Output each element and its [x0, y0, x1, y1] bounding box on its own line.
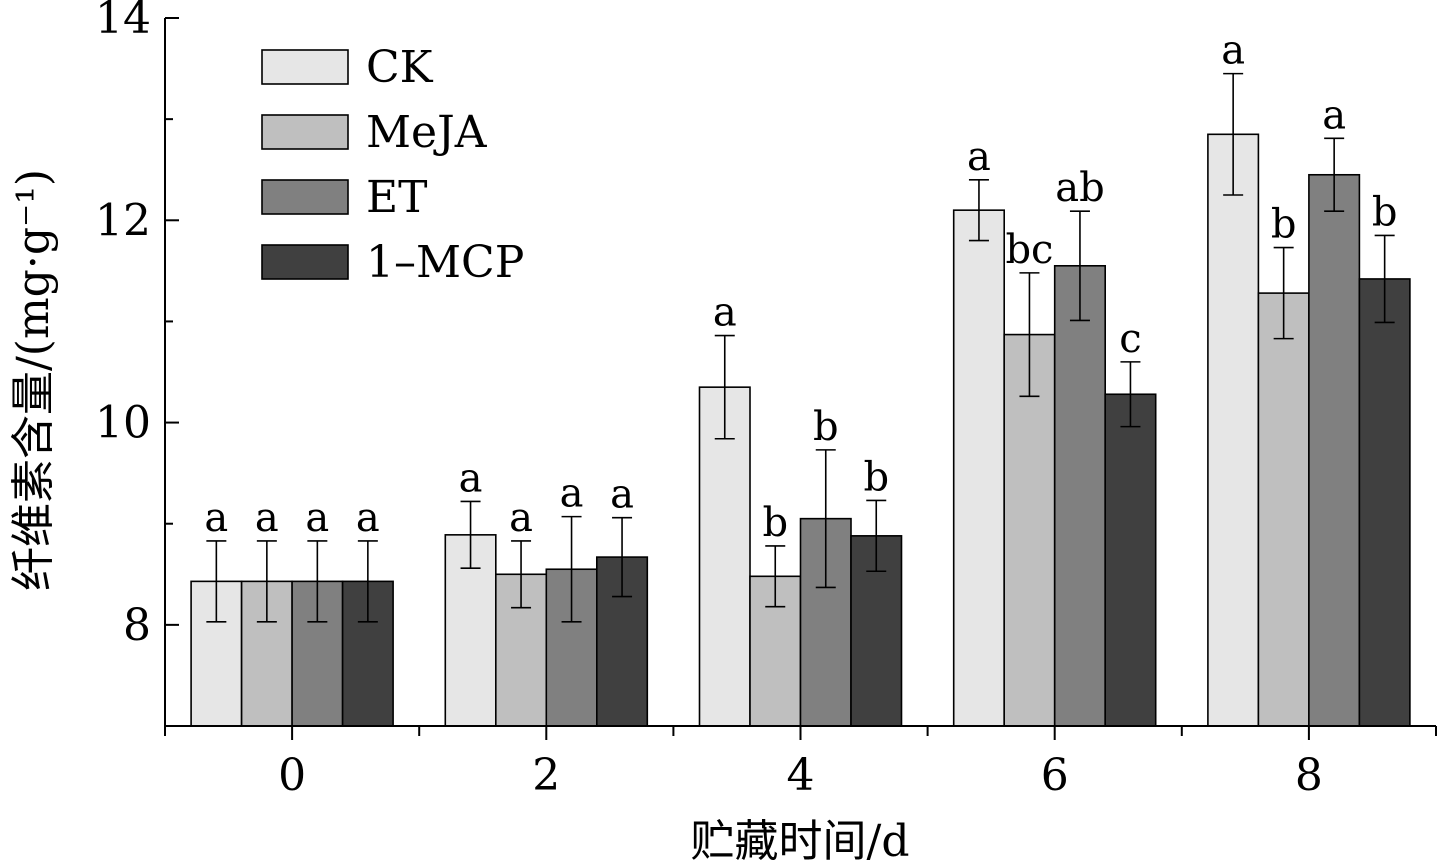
significance-label: b	[863, 454, 889, 500]
y-tick-label: 14	[95, 0, 151, 44]
significance-label: bc	[1005, 227, 1053, 273]
bar	[1207, 133, 1260, 727]
legend-swatch	[261, 179, 349, 215]
x-tick-label: 8	[1295, 750, 1323, 801]
significance-label: a	[255, 495, 279, 541]
legend-label: 1–MCP	[366, 237, 524, 288]
bar	[1308, 173, 1361, 727]
bar	[341, 580, 394, 727]
y-axis-ticks: 8 10 12 14	[95, 0, 179, 727]
significance-label: a	[967, 134, 991, 180]
y-axis-title: 纤维素含量/(mg·g⁻¹)	[8, 169, 59, 591]
x-tick-label: 2	[532, 750, 560, 801]
bar	[1257, 292, 1310, 727]
significance-label: a	[356, 495, 380, 541]
legend-label: ET	[366, 172, 427, 223]
significance-label: a	[1322, 92, 1346, 138]
legend: CK MeJA ET 1–MCP	[261, 42, 524, 288]
legend-swatch	[261, 244, 349, 280]
significance-label: a	[204, 495, 228, 541]
significance-label: b	[762, 500, 788, 546]
significance-label: a	[713, 290, 737, 336]
significance-label: b	[1271, 202, 1297, 248]
legend-label: CK	[366, 42, 434, 93]
significance-label: a	[459, 455, 483, 501]
x-tick-label: 4	[787, 750, 815, 801]
legend-label: MeJA	[366, 107, 488, 158]
legend-swatch	[261, 114, 349, 150]
significance-label: ab	[1055, 165, 1104, 211]
bar	[1358, 278, 1411, 727]
error-bars-layer	[206, 72, 1395, 623]
significance-label: b	[813, 404, 839, 450]
x-axis-ticks: 0 2 4 6 8	[164, 726, 1437, 801]
x-tick-label: 6	[1041, 750, 1069, 801]
y-tick-label: 12	[95, 195, 151, 246]
bars-layer	[190, 133, 1411, 727]
legend-swatch	[261, 49, 349, 85]
y-tick-label: 10	[95, 398, 151, 449]
significance-label: b	[1372, 189, 1398, 235]
significance-label: a	[610, 472, 634, 518]
significance-label: a	[1221, 28, 1245, 74]
bar	[952, 209, 1006, 727]
significance-label: c	[1119, 316, 1141, 362]
x-tick-label: 0	[278, 750, 306, 801]
bar	[1104, 393, 1157, 727]
significance-label: a	[305, 495, 329, 541]
bar	[1053, 264, 1106, 727]
significance-label: a	[560, 471, 584, 517]
x-axis-title: 贮藏时间/d	[691, 816, 910, 866]
y-tick-label: 8	[123, 600, 151, 651]
significance-label: a	[509, 495, 533, 541]
